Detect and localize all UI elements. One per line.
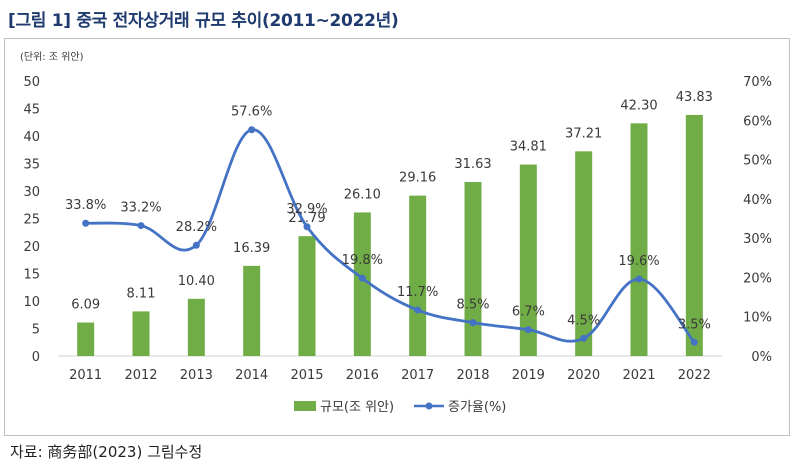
legend: 규모(조 위안) 증가율(%) <box>294 400 506 415</box>
legend-line-label: 증가율(%) <box>448 400 506 415</box>
left-tick-label: 45 <box>23 103 40 118</box>
right-tick-label: 70% <box>743 75 772 90</box>
bar-data-label: 42.30 <box>620 98 657 113</box>
bar-data-label: 6.09 <box>71 298 100 313</box>
x-tick-label: 2016 <box>346 368 379 383</box>
right-tick-label: 0% <box>751 350 772 365</box>
left-tick-label: 30 <box>23 185 40 200</box>
line-series <box>82 126 698 346</box>
left-tick-label: 15 <box>23 268 40 283</box>
bar <box>243 265 261 356</box>
x-tick-label: 2013 <box>180 368 213 383</box>
bar-data-label: 16.39 <box>233 241 270 256</box>
line-data-label: 6.7% <box>512 305 545 320</box>
line-data-label: 28.2% <box>176 220 217 235</box>
line-point <box>82 219 90 227</box>
line-point <box>414 306 422 314</box>
x-tick-label: 2022 <box>678 368 711 383</box>
x-tick-label: 2020 <box>567 368 600 383</box>
growth-line <box>85 128 696 344</box>
chart-frame <box>4 38 790 436</box>
bar-data-label: 37.21 <box>565 126 602 141</box>
bar-data-label: 21.79 <box>288 211 325 226</box>
line-data-label: 57.6% <box>231 105 272 120</box>
x-tick-label: 2014 <box>235 368 268 383</box>
line-point <box>635 275 643 283</box>
line-data-label: 33.8% <box>65 198 106 213</box>
left-tick-label: 50 <box>23 75 40 90</box>
right-tick-label: 20% <box>743 271 772 286</box>
line-data-label: 11.7% <box>397 285 438 300</box>
bar-data-label: 43.83 <box>676 90 713 105</box>
figure-source: 자료: 商务部(2023) 그림수정 <box>10 443 203 461</box>
x-tick-label: 2021 <box>622 368 655 383</box>
line-data-label: 4.5% <box>567 313 600 328</box>
right-tick-label: 50% <box>743 154 772 169</box>
bar <box>630 123 648 356</box>
bar <box>575 151 593 356</box>
x-tick-label: 2011 <box>69 368 102 383</box>
left-tick-label: 10 <box>23 295 40 310</box>
x-tick-label: 2018 <box>456 368 489 383</box>
line-point <box>137 222 145 230</box>
right-tick-label: 40% <box>743 193 772 208</box>
line-point <box>303 223 311 231</box>
line-point <box>524 326 532 334</box>
line-data-label: 19.6% <box>618 254 659 269</box>
unit-note: (단위: 조 위안) <box>20 50 84 63</box>
line-data-labels: 33.8% 33.2% 28.2% 57.6% 32.9% 19.8% 11.7% 8.5% 6… <box>65 105 711 333</box>
line-data-label: 8.5% <box>456 298 489 313</box>
line-point <box>192 241 200 249</box>
right-tick-label: 10% <box>743 311 772 326</box>
bar-data-label: 31.63 <box>454 157 491 172</box>
bar <box>77 322 95 356</box>
figure-title: [그림 1] 중국 전자상거래 규모 추이(2011~2022년) <box>8 11 399 31</box>
x-tick-label: 2012 <box>124 368 157 383</box>
legend-line-marker <box>425 402 433 410</box>
bar <box>353 212 371 356</box>
left-tick-label: 20 <box>23 240 40 255</box>
right-tick-label: 60% <box>743 114 772 129</box>
x-tick-label: 2015 <box>290 368 323 383</box>
bar <box>409 195 427 356</box>
right-axis: 0% 10% 20% 30% 40% 50% 60% 70% <box>743 75 772 365</box>
bar-data-label: 8.11 <box>127 286 156 301</box>
bar-data-labels: 6.09 8.11 10.40 16.39 21.79 26.10 29.16 31.63 34… <box>71 90 713 313</box>
left-tick-label: 0 <box>32 350 40 365</box>
bar-data-label: 34.81 <box>510 140 547 155</box>
left-tick-label: 40 <box>23 130 40 145</box>
line-data-label: 32.9% <box>286 202 327 217</box>
line-data-label: 3.5% <box>678 317 711 332</box>
legend-bar-swatch <box>294 401 316 411</box>
bar <box>519 164 537 356</box>
line-data-label: 33.2% <box>120 201 161 216</box>
x-axis: 2011 2012 2013 2014 2015 2016 2017 2018 2019 2020… <box>69 368 711 383</box>
left-tick-label: 25 <box>23 213 40 228</box>
bar <box>464 182 482 356</box>
line-point <box>248 126 256 134</box>
legend-bar-label: 규모(조 위안) <box>320 400 394 415</box>
bar-data-label: 29.16 <box>399 171 436 186</box>
left-tick-label: 5 <box>32 323 40 338</box>
bar-data-label: 26.10 <box>344 187 381 202</box>
x-tick-label: 2019 <box>512 368 545 383</box>
x-tick-label: 2017 <box>401 368 434 383</box>
left-axis: 0 5 10 15 20 25 30 35 40 45 50 <box>23 75 40 365</box>
bar-series <box>77 114 703 356</box>
bar <box>685 114 703 356</box>
line-point <box>469 319 477 327</box>
line-point <box>358 274 366 282</box>
bar <box>298 236 316 356</box>
right-tick-label: 30% <box>743 232 772 247</box>
line-point <box>580 334 588 342</box>
bar <box>187 298 205 356</box>
line-data-label: 19.8% <box>342 253 383 268</box>
left-tick-label: 35 <box>23 158 40 173</box>
bar <box>132 311 150 356</box>
bar-data-label: 10.40 <box>178 274 215 289</box>
line-point <box>690 338 698 346</box>
